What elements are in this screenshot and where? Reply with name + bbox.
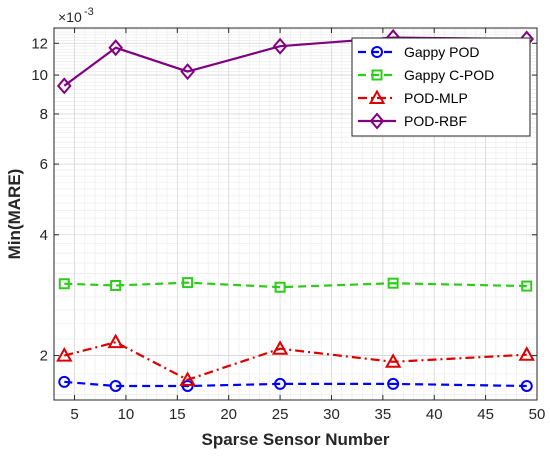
x-tick-label: 25 [272,406,289,423]
legend-label-gappy-pod: Gappy POD [404,44,479,60]
x-tick-label: 50 [529,406,546,423]
series-line-pod-mlp [64,341,527,381]
plot-frame [53,27,538,401]
legend-marker-gappy-c-pod [371,69,383,81]
data-point-pod-mlp [107,333,124,349]
data-point-pod-mlp [518,346,535,361]
series-line-gappy-pod [64,380,527,388]
series-line-gappy-c-pod [64,281,527,289]
data-point-gappy-c-pod [521,280,533,292]
y-tick-label: 12 [31,35,48,52]
data-point-gappy-c-pod [182,277,194,289]
data-point-pod-mlp [179,371,196,386]
y-exponent-label: ×10 [58,9,82,25]
y-exponent-power: -3 [84,6,94,18]
y-tick-label: 4 [40,227,48,244]
x-tick-label: 5 [70,406,78,423]
data-point-pod-rbf [180,63,195,81]
data-point-gappy-pod [181,379,194,392]
axis-ticks: 5 10 15 20 25 30 35 40 45 50 2 4 6 8 10 12 [31,28,545,423]
series-gappy-c-pod [58,277,533,293]
data-point-gappy-c-pod [387,277,399,289]
data-point-pod-rbf [56,77,72,95]
legend-label-pod-mlp: POD-MLP [404,90,468,106]
x-tick-label: 40 [426,406,443,423]
grid [54,28,537,400]
series-pod-mlp [56,333,535,386]
legend-label-gappy-c-pod: Gappy C-POD [404,67,494,83]
legend-marker-gappy-pod [371,46,383,58]
legend-marker-pod-rbf [369,112,385,130]
data-point-pod-mlp [56,347,73,362]
data-point-gappy-pod [274,377,287,390]
data-point-gappy-c-pod [274,281,286,293]
x-tick-label: 45 [477,406,494,423]
data-point-pod-rbf [108,39,123,57]
x-tick-label: 20 [220,406,237,423]
x-axis-title: Sparse Sensor Number [201,430,389,449]
data-point-gappy-pod [109,379,122,392]
data-point-gappy-pod [58,375,71,388]
y-tick-label: 8 [40,106,48,123]
y-axis-title: Min(MARE) [5,169,24,260]
data-point-pod-mlp [271,340,289,355]
x-tick-label: 10 [118,406,135,423]
legend: Gappy POD Gappy C-POD POD-MLP POD-RBF [351,37,531,137]
data-point-gappy-c-pod [58,278,70,290]
data-point-gappy-pod [520,379,533,392]
x-tick-label: 30 [323,406,340,423]
data-point-gappy-pod [387,377,400,390]
legend-label-pod-rbf: POD-RBF [404,113,467,129]
x-tick-label: 35 [375,406,392,423]
data-point-pod-rbf [272,37,288,55]
data-point-pod-mlp [384,353,402,368]
x-tick-label: 15 [169,406,186,423]
y-tick-label: 6 [40,156,48,173]
series-gappy-pod [58,375,533,392]
data-point-gappy-c-pod [110,279,122,291]
legend-marker-pod-mlp [368,89,386,104]
y-tick-label: 2 [40,348,48,365]
y-tick-label: 10 [31,67,48,84]
